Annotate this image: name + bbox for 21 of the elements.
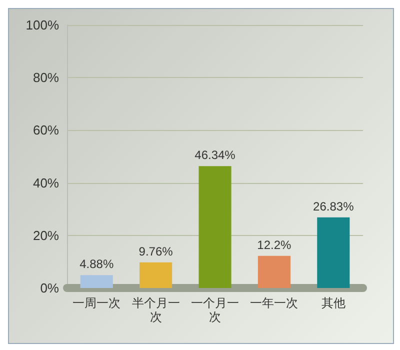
y-tick-label: 40% (32, 175, 60, 190)
y-tick-label: 80% (32, 70, 60, 86)
y-tick-label: 100% (26, 18, 60, 32)
bar (140, 262, 172, 288)
data-label: 46.34% (194, 148, 236, 162)
y-tick-label: 0% (40, 280, 60, 296)
data-label: 4.88% (80, 257, 114, 272)
bar (258, 256, 290, 288)
bar (317, 217, 350, 288)
data-label: 26.83% (313, 199, 354, 214)
x-tick-label: 半个月一次 (132, 296, 180, 324)
x-tick-label: 一年一次 (250, 296, 298, 310)
data-label: 12.2% (257, 238, 292, 252)
x-tick-label: 一周一次 (72, 296, 121, 310)
x-tick-label: 其他 (321, 296, 346, 310)
bar (80, 275, 113, 288)
x-tick-label: 一个月一次 (191, 296, 239, 324)
y-tick-label: 20% (32, 228, 60, 243)
data-label: 9.76% (138, 244, 174, 258)
bar (198, 166, 232, 288)
y-tick-label: 60% (32, 122, 60, 138)
